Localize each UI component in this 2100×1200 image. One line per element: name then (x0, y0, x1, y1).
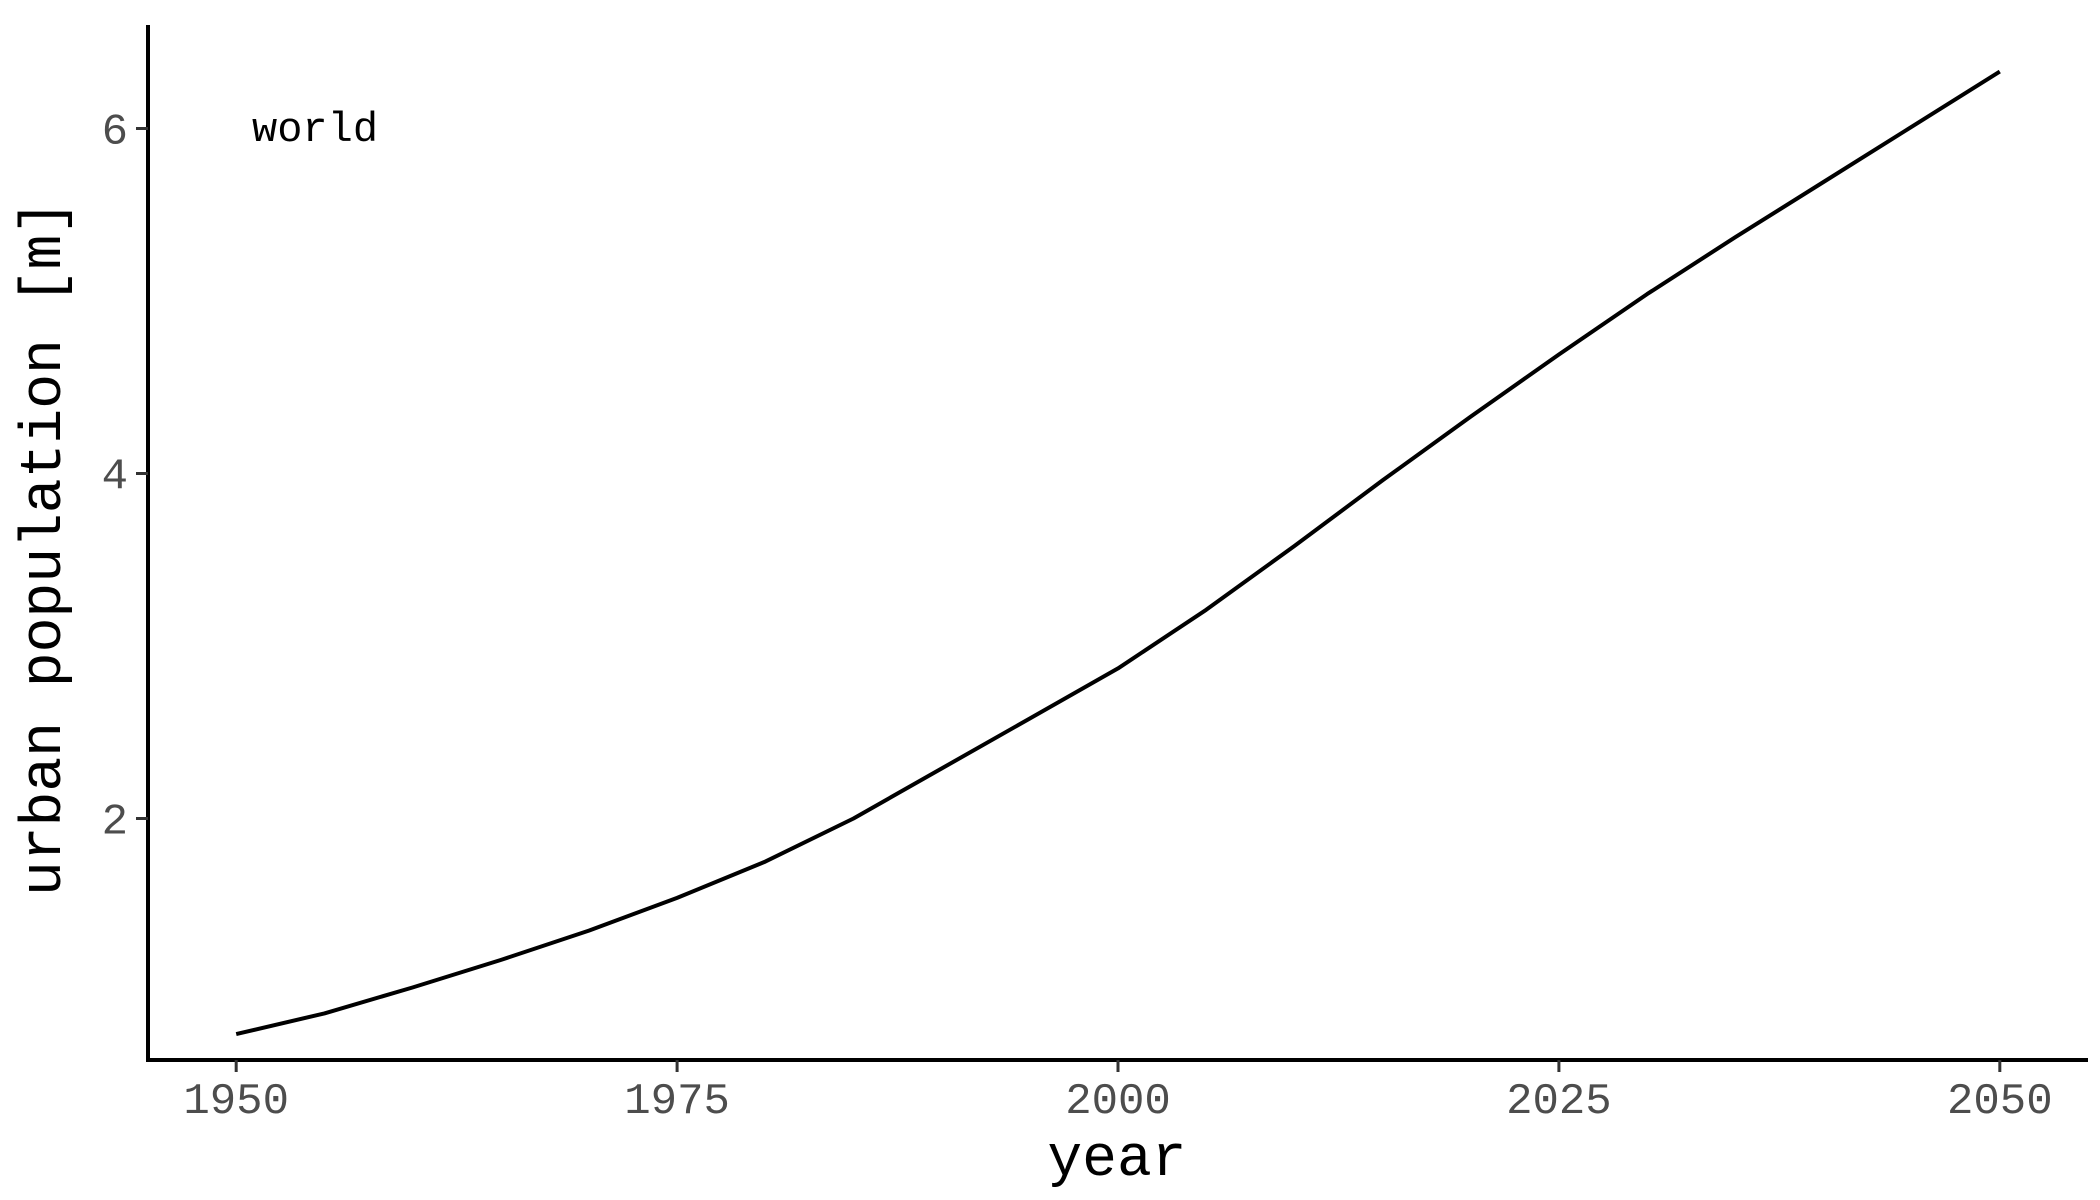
plot-area (235, 69, 2001, 1037)
x-tick-label: 1975 (624, 1077, 730, 1127)
x-tick-label: 1950 (183, 1077, 289, 1127)
y-axis-ticks: 2 4 6 (102, 108, 148, 848)
x-tick-label: 2025 (1506, 1077, 1612, 1127)
series-annotation: world (252, 106, 378, 154)
series-line (235, 69, 2001, 1037)
y-tick-label: 2 (102, 798, 128, 848)
x-tick-label: 2000 (1065, 1077, 1171, 1127)
y-tick-label: 6 (102, 108, 128, 158)
x-axis-ticks: 1950 1975 2000 2025 2050 (183, 1060, 2053, 1127)
x-tick-label: 2050 (1947, 1077, 2053, 1127)
y-tick-label: 4 (102, 453, 128, 503)
x-axis-title: year (1047, 1128, 1186, 1193)
y-axis-title: urban population [m] (13, 200, 78, 896)
